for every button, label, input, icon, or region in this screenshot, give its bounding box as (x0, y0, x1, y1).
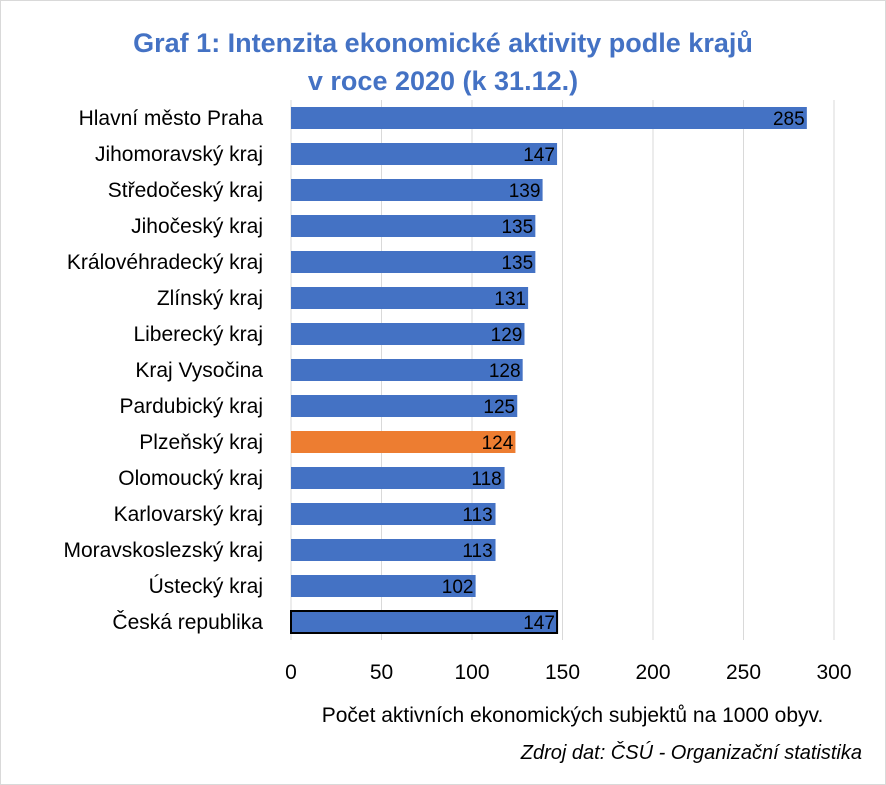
bar (291, 287, 529, 309)
data-label: 135 (501, 217, 533, 238)
x-tick-label: 150 (545, 661, 580, 684)
category-label: Jihomoravský kraj (95, 143, 263, 166)
bar (291, 179, 543, 201)
bar (291, 107, 807, 129)
bar (291, 467, 505, 489)
category-label: Hlavní město Praha (79, 107, 264, 130)
bar (291, 323, 525, 345)
x-tick-label: 300 (816, 661, 851, 684)
data-label: 125 (483, 397, 515, 418)
bar (291, 215, 536, 237)
chart-title-line2: v roce 2020 (k 31.12.) (307, 66, 579, 96)
bar (291, 503, 496, 525)
x-tick-labels: 0 50 100 150 200 250 300 (285, 661, 851, 684)
category-label: Kraj Vysočina (135, 359, 263, 382)
source-note: Zdroj dat: ČSÚ - Organizační statistika (520, 742, 862, 764)
bar (291, 575, 476, 597)
category-label: Česká republika (112, 611, 263, 634)
data-labels: 285 147 139 135 135 131 129 128 125 124 118 113 113 1… (442, 109, 805, 634)
data-label: 139 (509, 181, 541, 202)
data-label: 285 (773, 109, 805, 130)
category-label: Plzeňský kraj (139, 431, 263, 454)
category-labels: Hlavní město Praha Jihomoravský kraj Střed… (63, 107, 263, 634)
data-label: 102 (442, 577, 474, 598)
x-tick-label: 250 (726, 661, 761, 684)
category-label: Zlínský kraj (157, 287, 263, 310)
bar (291, 431, 516, 453)
category-label: Karlovarský kraj (114, 503, 263, 526)
data-label: 131 (494, 289, 526, 310)
data-label: 113 (462, 541, 492, 562)
category-label: Liberecký kraj (133, 323, 263, 346)
chart-title: Graf 1: Intenzita ekonomické aktivity po… (0, 24, 886, 100)
data-label: 113 (462, 505, 492, 526)
category-label: Moravskoslezský kraj (63, 539, 263, 562)
bar (290, 610, 559, 634)
data-label: 124 (482, 433, 514, 454)
data-label: 118 (471, 469, 501, 490)
bar (291, 359, 523, 381)
data-label: 128 (489, 361, 521, 382)
category-label: Středočeský kraj (108, 179, 263, 202)
bar (291, 539, 496, 561)
x-tick-label: 200 (635, 661, 670, 684)
data-label: 135 (501, 253, 533, 274)
category-label: Jihočeský kraj (131, 215, 263, 238)
x-tick-label: 0 (285, 661, 297, 684)
data-label: 129 (491, 325, 523, 346)
x-tick-label: 50 (370, 661, 393, 684)
data-label: 147 (523, 145, 555, 166)
x-tick-label: 100 (454, 661, 489, 684)
bar (291, 395, 518, 417)
chart-title-line1: Graf 1: Intenzita ekonomické aktivity po… (133, 28, 753, 58)
x-axis-title: Počet aktivních ekonomických subjektů na… (322, 704, 824, 727)
category-label: Ústecký kraj (149, 575, 263, 598)
category-label: Olomoucký kraj (118, 467, 263, 490)
category-label: Královéhradecký kraj (67, 251, 263, 274)
bar (291, 143, 558, 165)
category-label: Pardubický kraj (119, 395, 263, 418)
bar (291, 251, 536, 273)
bars (290, 107, 807, 634)
data-label: 147 (523, 613, 555, 634)
